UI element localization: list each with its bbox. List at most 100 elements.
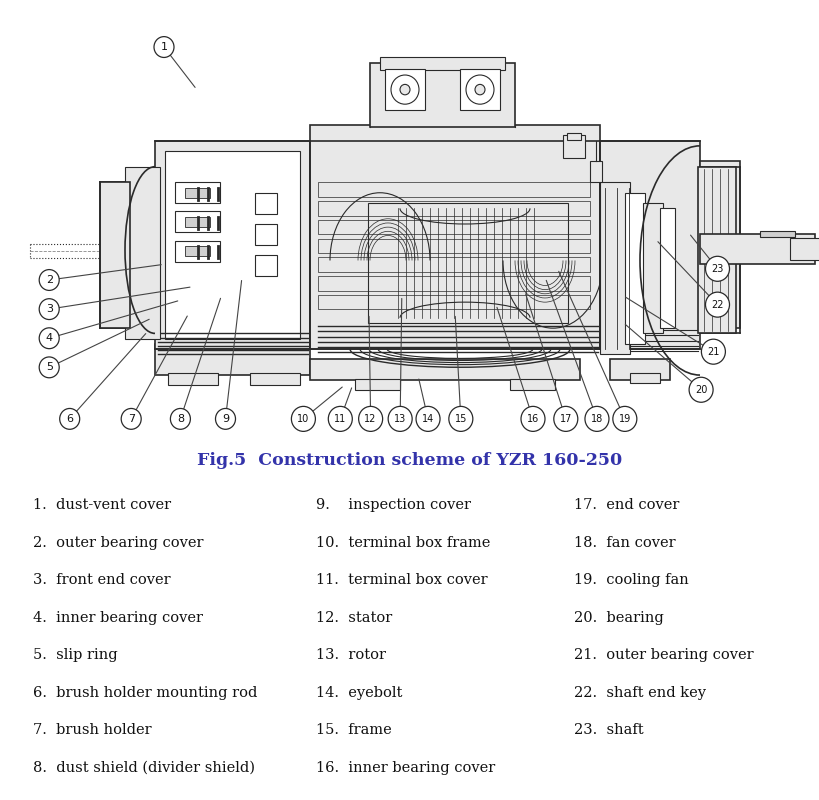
Circle shape [520, 406, 545, 431]
Text: 23: 23 [710, 264, 723, 274]
Circle shape [170, 409, 190, 430]
Circle shape [688, 378, 713, 402]
Circle shape [465, 75, 493, 104]
Text: Fig.5  Construction scheme of YZR 160-250: Fig.5 Construction scheme of YZR 160-250 [197, 452, 622, 470]
Bar [369, 62, 514, 127]
Bar [355, 379, 400, 390]
Text: 21.  outer bearing cover: 21. outer bearing cover [573, 648, 753, 662]
Bar [609, 359, 669, 380]
Text: 5.  slip ring: 5. slip ring [33, 648, 117, 662]
Bar [185, 187, 210, 198]
Bar [699, 162, 739, 328]
Text: 14: 14 [422, 414, 433, 424]
Circle shape [387, 406, 412, 431]
Bar [185, 246, 210, 256]
Text: 16.  inner bearing cover: 16. inner bearing cover [315, 761, 495, 775]
Bar [168, 373, 218, 386]
Bar [318, 276, 590, 290]
Bar [100, 182, 130, 328]
Bar [255, 193, 277, 214]
Bar [165, 151, 300, 338]
Text: 12.  stator: 12. stator [315, 611, 391, 625]
Circle shape [584, 406, 609, 431]
Circle shape [612, 406, 636, 431]
Bar [659, 208, 674, 328]
Bar [155, 141, 310, 349]
Bar [789, 238, 819, 261]
Bar [385, 69, 424, 110]
Bar [590, 162, 601, 182]
Text: 10: 10 [297, 414, 309, 424]
Text: 7.  brush holder: 7. brush holder [33, 723, 152, 738]
Text: 9.    inspection cover: 9. inspection cover [315, 498, 470, 512]
Bar [368, 203, 568, 323]
Circle shape [39, 298, 59, 319]
Circle shape [39, 328, 59, 349]
Circle shape [121, 409, 141, 430]
Bar [566, 134, 581, 140]
Text: 11.  terminal box cover: 11. terminal box cover [315, 574, 486, 587]
Bar [697, 166, 735, 334]
Bar [624, 193, 645, 344]
Text: 22: 22 [710, 300, 723, 310]
Bar [759, 231, 794, 237]
Text: 21: 21 [706, 346, 719, 357]
Text: 20.  bearing: 20. bearing [573, 611, 663, 625]
Text: 6: 6 [66, 414, 73, 424]
Circle shape [328, 406, 352, 431]
Circle shape [474, 84, 484, 95]
Text: 17: 17 [559, 414, 572, 424]
Bar [255, 255, 277, 276]
Circle shape [154, 37, 174, 58]
Circle shape [391, 75, 419, 104]
Bar [379, 58, 505, 70]
Text: 3: 3 [46, 304, 52, 314]
Text: 4: 4 [46, 334, 52, 343]
Bar [318, 295, 590, 310]
Text: 18.  fan cover: 18. fan cover [573, 536, 675, 550]
Bar [318, 182, 590, 197]
Circle shape [215, 409, 235, 430]
Bar [318, 238, 590, 253]
Text: 20: 20 [694, 385, 707, 394]
Text: 1.  dust-vent cover: 1. dust-vent cover [33, 498, 170, 512]
Text: 19.  cooling fan: 19. cooling fan [573, 574, 688, 587]
Circle shape [291, 406, 315, 431]
Bar [250, 373, 300, 386]
Bar [174, 241, 219, 262]
Bar [509, 379, 554, 390]
Text: 16: 16 [527, 414, 538, 424]
Bar [459, 69, 500, 110]
Text: 22.  shaft end key: 22. shaft end key [573, 686, 705, 700]
Text: 11: 11 [334, 414, 346, 424]
Text: 18: 18 [590, 414, 602, 424]
Bar [255, 224, 277, 245]
Text: 13: 13 [394, 414, 405, 424]
Bar [318, 201, 590, 216]
Bar [563, 135, 584, 158]
Bar [124, 166, 160, 338]
Text: 6.  brush holder mounting rod: 6. brush holder mounting rod [33, 686, 257, 700]
Text: 17.  end cover: 17. end cover [573, 498, 679, 512]
Bar [600, 182, 629, 354]
Text: 9: 9 [222, 414, 229, 424]
Text: 8.  dust shield (divider shield): 8. dust shield (divider shield) [33, 761, 255, 775]
Text: 19: 19 [618, 414, 630, 424]
Text: 2: 2 [46, 275, 52, 285]
Bar [699, 234, 814, 263]
Circle shape [358, 406, 382, 431]
Circle shape [39, 270, 59, 290]
Text: 23.  shaft: 23. shaft [573, 723, 643, 738]
Text: 5: 5 [46, 362, 52, 372]
Text: 3.  front end cover: 3. front end cover [33, 574, 170, 587]
Circle shape [448, 406, 473, 431]
Text: 14.  eyebolt: 14. eyebolt [315, 686, 401, 700]
Bar [310, 359, 579, 380]
Text: 4.  inner bearing cover: 4. inner bearing cover [33, 611, 202, 625]
Text: 1: 1 [161, 42, 167, 52]
Text: 7: 7 [128, 414, 134, 424]
Text: 15.  frame: 15. frame [315, 723, 391, 738]
Text: 13.  rotor: 13. rotor [315, 648, 385, 662]
Bar [318, 220, 590, 234]
Circle shape [60, 409, 79, 430]
